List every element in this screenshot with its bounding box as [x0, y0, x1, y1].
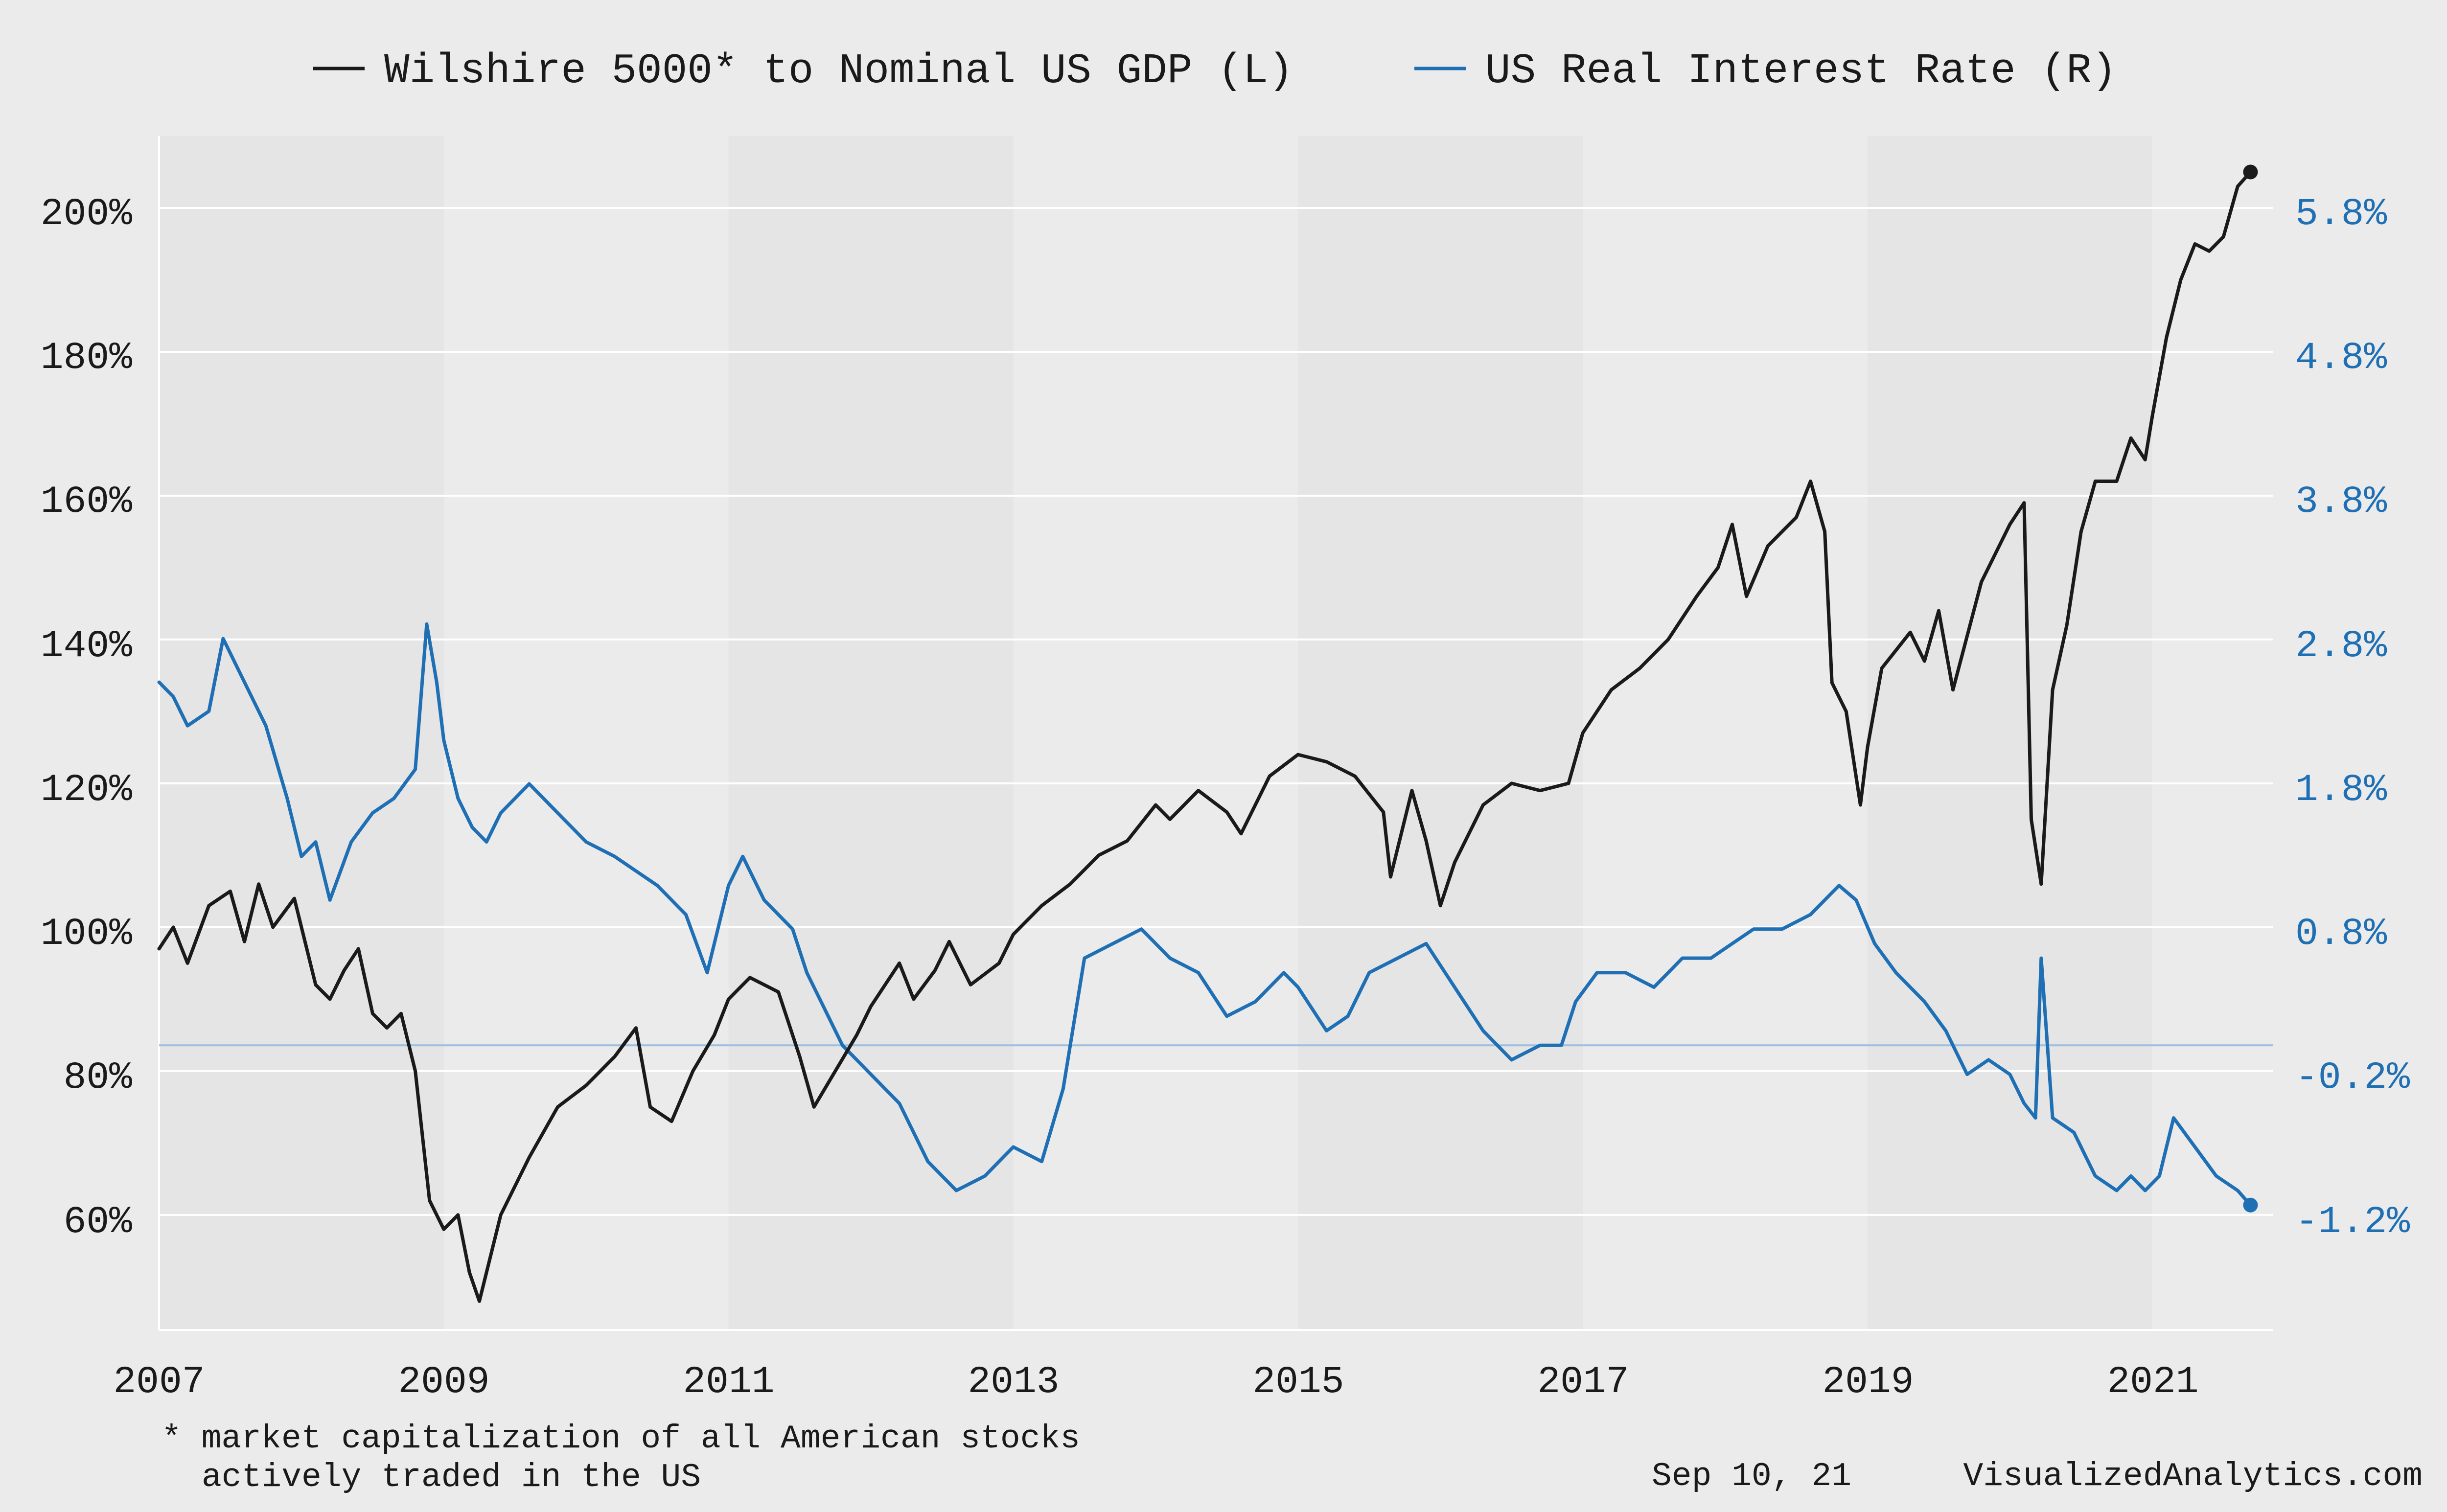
year-band: [443, 136, 729, 1330]
right-tick: 2.8%: [2295, 625, 2387, 668]
real-rate-line: [157, 622, 2252, 1207]
x-axis: 2007 2009 2011 2013 2015 2017 2019 2021: [113, 1361, 2198, 1404]
x-tick: 2015: [1252, 1361, 1344, 1404]
left-axis: 60% 80% 100% 120% 140% 160% 180% 200%: [41, 193, 132, 1244]
right-tick: 1.8%: [2295, 769, 2387, 812]
right-tick: -1.2%: [2295, 1201, 2410, 1244]
x-tick: 2009: [398, 1361, 489, 1404]
left-tick: 100%: [41, 913, 132, 956]
right-tick: 3.8%: [2295, 481, 2387, 524]
left-tick: 160%: [41, 481, 132, 524]
right-tick: 4.8%: [2295, 337, 2387, 380]
x-tick: 2011: [683, 1361, 774, 1404]
wilshire-last-point: [2243, 164, 2258, 180]
x-tick: 2019: [1822, 1361, 1914, 1404]
year-band: [1583, 136, 1868, 1330]
date-label: Sep 10, 21: [1652, 1458, 1851, 1495]
plot-area: [157, 136, 2273, 1331]
right-axis: -1.2% -0.2% 0.8% 1.8% 2.8% 3.8% 4.8% 5.8…: [2295, 193, 2410, 1244]
year-band: [2152, 136, 2273, 1330]
left-tick: 180%: [41, 337, 132, 380]
x-tick: 2013: [968, 1361, 1059, 1404]
legend-label-wilshire: Wilshire 5000* to Nominal US GDP (L): [384, 47, 1293, 95]
left-tick: 120%: [41, 769, 132, 812]
x-tick: 2017: [1537, 1361, 1629, 1404]
right-tick: 5.8%: [2295, 193, 2387, 236]
series-wilshire: [157, 170, 2252, 1303]
left-tick: 60%: [64, 1201, 133, 1244]
real-rate-last-point: [2243, 1197, 2258, 1213]
x-tick: 2007: [113, 1361, 205, 1404]
wilshire-line: [157, 170, 2252, 1303]
end-markers: [2243, 164, 2258, 1213]
x-tick: 2021: [2107, 1361, 2198, 1404]
year-band: [1013, 136, 1298, 1330]
left-tick: 200%: [41, 193, 132, 236]
left-tick: 140%: [41, 625, 132, 668]
left-tick: 80%: [64, 1056, 133, 1100]
series-real-rate: [157, 622, 2252, 1207]
legend-label-real-rate: US Real Interest Rate (R): [1485, 47, 2117, 95]
legend: Wilshire 5000* to Nominal US GDP (L) US …: [313, 47, 2117, 95]
source-label: VisualizedAnalytics.com: [1963, 1458, 2423, 1495]
gridlines: [158, 136, 2273, 1331]
right-tick: 0.8%: [2295, 913, 2387, 956]
footnote-line-1: * market capitalization of all American …: [162, 1420, 1080, 1458]
right-tick: -0.2%: [2295, 1056, 2410, 1100]
footnote-line-2: actively traded in the US: [202, 1459, 701, 1496]
year-bands: [443, 136, 2273, 1330]
